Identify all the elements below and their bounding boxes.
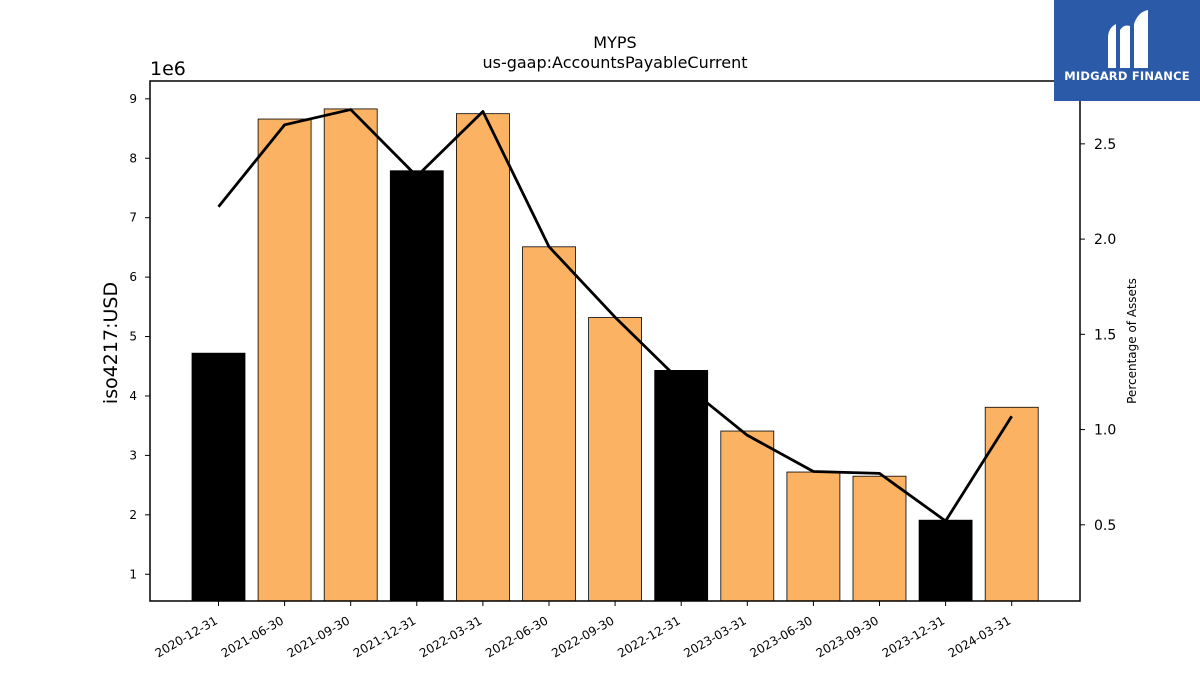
- bar: [522, 246, 576, 602]
- y-axis-right: 0.5 1.0 1.5 2.0 2.5: [1080, 137, 1116, 534]
- x-tick-label: 2023-12-31: [880, 613, 947, 660]
- midgard-m-logo-icon: [1108, 10, 1148, 68]
- bar: [323, 108, 378, 602]
- bar: [455, 113, 510, 602]
- x-tick-label: 2023-03-31: [681, 613, 748, 660]
- x-tick-label: 2024-03-31: [946, 613, 1013, 660]
- y-tick-label: 9: [129, 92, 137, 106]
- bar: [720, 430, 775, 602]
- bar: [389, 170, 444, 602]
- x-tick-label: 2021-09-30: [285, 613, 352, 660]
- y-tick-label: 2: [129, 508, 137, 522]
- chart-title: MYPS: [593, 33, 636, 52]
- y-axis-left: 1 2 3 4 5 6 7 8 9: [129, 92, 150, 581]
- y-offset-label: 1e6: [150, 58, 186, 80]
- x-tick-label: 2022-12-31: [615, 613, 682, 660]
- series-line: [217, 108, 1013, 523]
- y-tick-label: 3: [129, 448, 137, 462]
- bar: [852, 475, 907, 602]
- y2-tick-label: 2.0: [1094, 232, 1116, 248]
- x-tick-label: 2023-06-30: [747, 613, 814, 660]
- y2-tick-label: 2.5: [1094, 137, 1116, 153]
- chart-subtitle: us-gaap:AccountsPayableCurrent: [482, 53, 747, 72]
- y-tick-label: 5: [129, 330, 137, 344]
- y-tick-label: 8: [129, 151, 137, 165]
- bar: [984, 406, 1039, 602]
- x-axis: 2020-12-312021-06-302021-09-302021-12-31…: [153, 601, 1013, 660]
- y-tick-label: 7: [129, 211, 137, 225]
- y2-tick-label: 1.5: [1094, 327, 1116, 343]
- brand-name: MIDGARD FINANCE: [1064, 69, 1190, 83]
- x-tick-label: 2022-06-30: [483, 613, 550, 660]
- y2-tick-label: 1.0: [1094, 423, 1116, 439]
- y-tick-label: 1: [129, 567, 137, 581]
- brand-logo: MIDGARD FINANCE: [1054, 0, 1200, 101]
- bars-layer: [191, 108, 1039, 602]
- bar: [588, 317, 642, 602]
- bar: [918, 519, 973, 602]
- y2-tick-label: 0.5: [1094, 518, 1116, 534]
- bar: [654, 370, 709, 602]
- y-axis-label: iso4217:USD: [100, 282, 122, 404]
- x-tick-label: 2022-09-30: [549, 613, 616, 660]
- x-tick-label: 2021-12-31: [351, 613, 418, 660]
- x-tick-label: 2021-06-30: [219, 613, 286, 660]
- x-tick-label: 2023-09-30: [814, 613, 881, 660]
- y-tick-label: 6: [129, 270, 137, 284]
- bar: [786, 471, 841, 602]
- y2-axis-label: Percentage of Assets: [1125, 278, 1139, 404]
- y-tick-label: 4: [129, 389, 137, 403]
- x-tick-label: 2020-12-31: [153, 613, 220, 660]
- x-tick-label: 2022-03-31: [417, 613, 484, 660]
- line-layer: [217, 108, 1013, 523]
- bar: [257, 118, 312, 602]
- bar: [191, 352, 246, 602]
